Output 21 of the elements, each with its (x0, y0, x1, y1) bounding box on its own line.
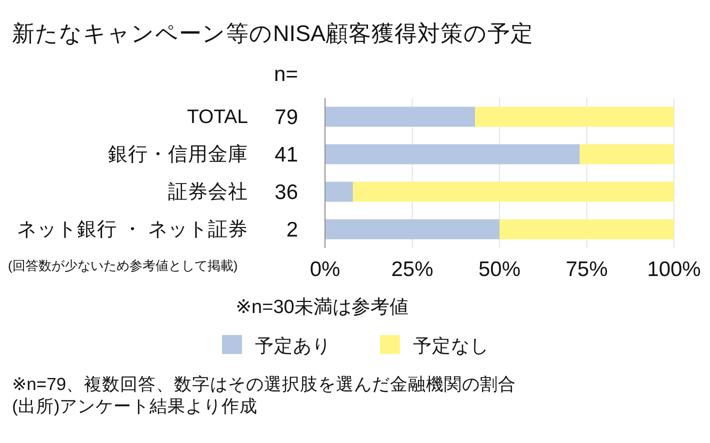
tick: 100% (647, 258, 701, 280)
annotation: 79 (274, 105, 298, 128)
tick: 25% (391, 258, 434, 280)
category: 証券会社 (168, 180, 248, 203)
title: 新たなキャンペーン等のNISA顧客獲得対策の予定 (12, 20, 534, 46)
category: TOTAL (186, 106, 248, 128)
annotation: (回答数が少ないため参考値として掲載) (8, 258, 238, 272)
legend-label: 予定なし (413, 334, 489, 356)
annotation: 41 (274, 142, 298, 166)
annotation: n= (274, 62, 298, 86)
annotation: (出所)アンケート結果より作成 (12, 396, 258, 416)
category: ネット銀行 ・ ネット証券 (17, 218, 248, 240)
tick: 0% (310, 258, 340, 280)
annotation: ※n=79、複数回答、数字はその選択肢を選んだ金融機関の割合 (12, 374, 516, 394)
legend-label: 予定あり (255, 334, 331, 356)
annotation: 36 (274, 180, 298, 204)
annotation: 2 (286, 218, 298, 241)
category: 銀行・信用金庫 (108, 143, 248, 166)
annotation: ※n=30未満は参考値 (236, 296, 408, 318)
tick: 75% (566, 258, 608, 280)
tick: 50% (478, 258, 521, 280)
